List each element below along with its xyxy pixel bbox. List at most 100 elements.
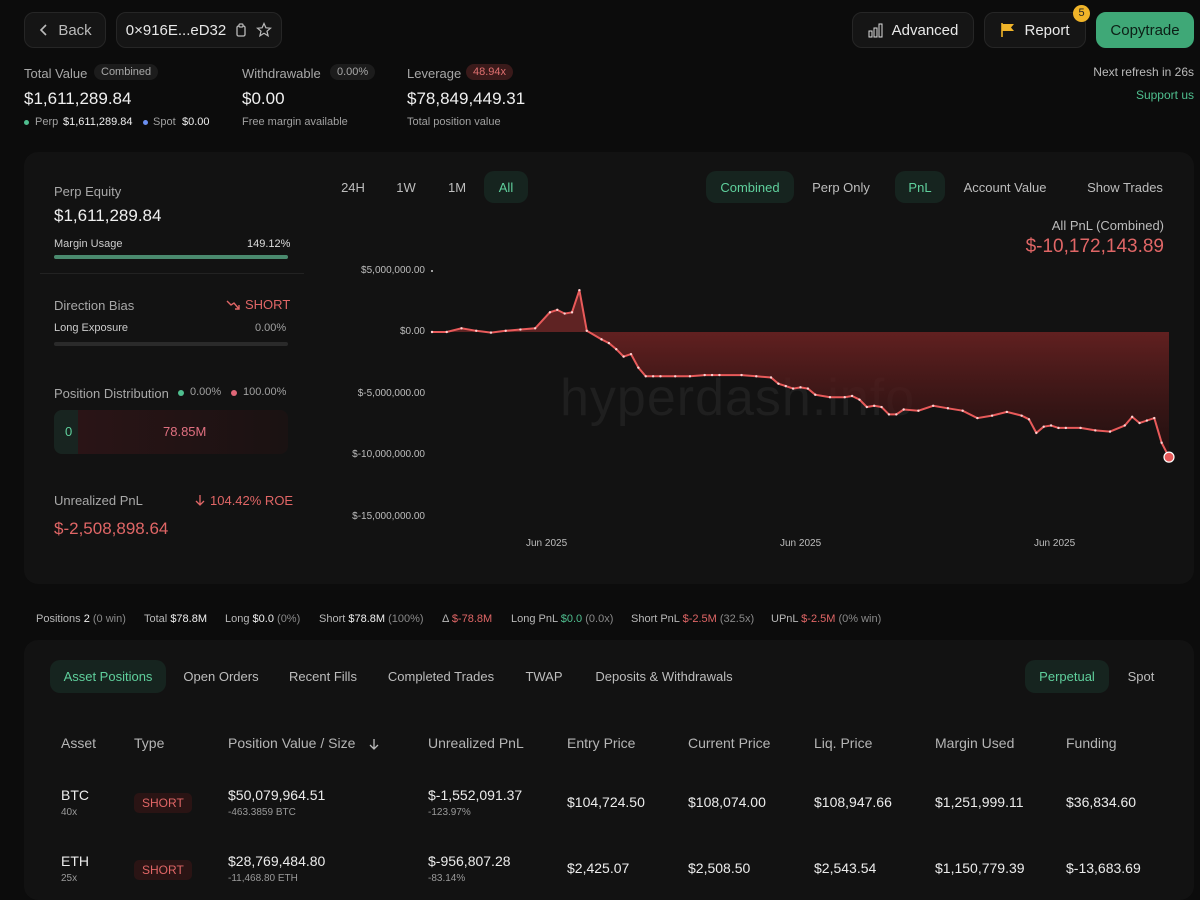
funding: $36,834.60 [1066, 794, 1137, 810]
perp-dot [24, 120, 29, 125]
advanced-button[interactable]: Advanced [852, 12, 974, 48]
report-count-badge: 5 [1073, 5, 1090, 22]
distribution-bar: 0 78.85M [54, 410, 288, 454]
view-perp-only[interactable]: Perp Only [812, 179, 870, 195]
pnl-current-point[interactable] [1163, 451, 1175, 463]
flag-icon [1001, 23, 1015, 37]
spot-value: $0.00 [182, 116, 210, 128]
star-icon[interactable] [256, 22, 273, 38]
pnl-data-point [1020, 414, 1023, 417]
stat-long-pnl: Long PnL $0.0 (0.0x) [511, 613, 614, 625]
report-button[interactable]: Report [984, 12, 1086, 48]
pnl-data-point [784, 384, 787, 388]
leverage-sub: Total position value [407, 116, 501, 128]
pnl-data-point [1049, 424, 1053, 427]
tab-deposits-withdrawals[interactable]: Deposits & Withdrawals [595, 669, 733, 684]
entry-price: $104,724.50 [567, 794, 645, 810]
col-margin-used: Margin Used [935, 735, 1015, 751]
x-tick-label: Jun 2025 [1034, 538, 1076, 549]
pnl-data-point [850, 394, 854, 398]
trend-down-icon [226, 300, 240, 310]
pnl-data-point [769, 376, 773, 379]
y-tick-label: $-5,000,000.00 [357, 388, 425, 399]
back-button[interactable]: Back [24, 12, 106, 48]
support-link[interactable]: Support us [1135, 88, 1194, 102]
tab-twap[interactable]: TWAP [525, 669, 563, 684]
show-trades-toggle[interactable]: Show Trades [1087, 179, 1163, 195]
tab-spot[interactable]: Spot [1127, 669, 1155, 684]
pnl-data-point [865, 405, 869, 409]
x-tick-label: Jun 2025 [780, 538, 822, 549]
pnl-data-point [703, 373, 706, 377]
range-all[interactable]: All [484, 171, 528, 203]
position-value: $50,079,964.51 [228, 787, 326, 803]
tab-recent-fills[interactable]: Recent Fills [289, 669, 357, 684]
range-1w[interactable]: 1W [396, 179, 416, 195]
pnl-data-point [1138, 421, 1141, 425]
unrealized-pnl-pct: -83.14% [428, 873, 466, 884]
pnl-data-point [445, 330, 448, 334]
pnl-data-point [873, 404, 876, 407]
pnl-data-point [600, 338, 603, 341]
copy-icon[interactable] [234, 23, 248, 37]
x-tick-label: Jun 2025 [526, 538, 568, 549]
col-current-price: Current Price [688, 735, 771, 751]
col-position-value[interactable]: Position Value / Size [228, 735, 356, 751]
tab-asset-positions[interactable]: Asset Positions [50, 660, 166, 693]
withdrawable-label: Withdrawable [242, 66, 321, 81]
metric-account-value[interactable]: Account Value [963, 179, 1047, 195]
y-tick-label: $-15,000,000.00 [352, 511, 425, 522]
pnl-data-point [895, 413, 898, 416]
bar-chart-icon [868, 23, 883, 38]
pnl-data-point [931, 404, 935, 407]
range-1m[interactable]: 1M [447, 179, 467, 195]
long-exposure-label: Long Exposure [54, 322, 128, 334]
pnl-data-point [828, 395, 832, 399]
pnl-data-point [740, 373, 743, 377]
pnl-data-point [880, 405, 883, 409]
y-tick-label: $-10,000,000.00 [352, 449, 425, 460]
copytrade-button[interactable]: Copytrade [1096, 12, 1194, 48]
dist-long-value: 0.00% [190, 386, 222, 398]
metric-pnl[interactable]: PnL [895, 171, 945, 203]
pnl-data-point [570, 311, 574, 314]
leverage-tag: 48.94x [466, 64, 514, 80]
dist-short-value: 100.00% [243, 386, 287, 398]
advanced-label: Advanced [891, 21, 959, 39]
tab-completed-trades[interactable]: Completed Trades [387, 669, 495, 684]
range-24h[interactable]: 24H [341, 179, 365, 195]
stat-positions: Positions 2 (0 win) [36, 613, 126, 625]
short-dot [231, 390, 237, 396]
pnl-area-negative [432, 332, 1169, 458]
pnl-data-point [659, 375, 662, 378]
tab-open-orders[interactable]: Open Orders [183, 669, 259, 684]
pnl-data-point [887, 413, 891, 416]
type-badge: SHORT [134, 860, 192, 880]
pnl-data-point [1153, 416, 1156, 420]
tab-perpetual[interactable]: Perpetual [1025, 660, 1109, 693]
pnl-data-point [556, 308, 559, 312]
stat-delta: Δ $-78.8M [442, 613, 493, 625]
current-price: $2,508.50 [688, 860, 751, 876]
funding: $-13,683.69 [1066, 860, 1141, 876]
pnl-data-point [1130, 415, 1134, 419]
y-tick-dot [431, 270, 433, 272]
total-value-tag: Combined [94, 64, 159, 80]
margin-usage-value: 149.12% [247, 238, 291, 250]
leverage-value: $78,849,449.31 [407, 89, 526, 108]
total-value: $1,611,289.84 [24, 89, 132, 108]
pnl-data-point [578, 288, 581, 292]
pnl-data-point [1123, 424, 1126, 427]
roe-value: 104.42% ROE [210, 493, 294, 508]
unrealized-pnl: $-1,552,091.37 [428, 787, 523, 803]
sort-down-icon[interactable] [369, 738, 379, 750]
divider [40, 273, 304, 274]
view-combined[interactable]: Combined [706, 171, 794, 203]
pnl-data-point [548, 311, 552, 314]
report-label: Report [1024, 21, 1070, 39]
long-dot [178, 390, 184, 396]
chevron-left-icon [40, 24, 47, 36]
pnl-data-point [1094, 429, 1097, 432]
pnl-data-point [1027, 418, 1031, 421]
long-exposure-value: 0.00% [255, 322, 287, 334]
